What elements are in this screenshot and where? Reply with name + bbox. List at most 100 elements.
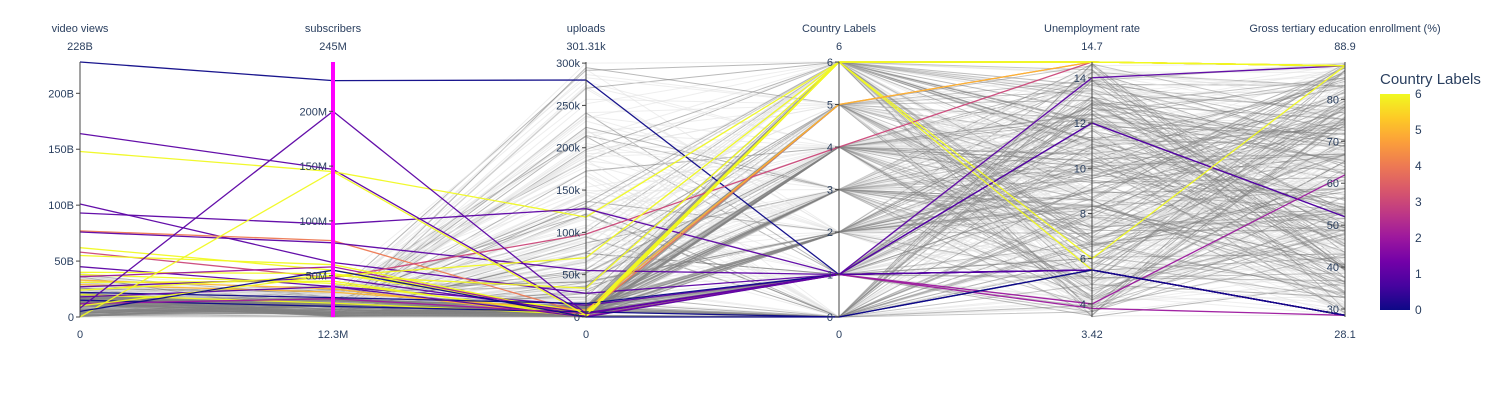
context-line — [79, 107, 1346, 318]
context-line — [79, 146, 1346, 317]
context-line — [79, 85, 1346, 318]
axis-title: Unemployment rate — [1044, 23, 1140, 35]
axis-min-label: 3.42 — [1081, 329, 1102, 341]
colorbar-gradient — [1380, 94, 1410, 310]
colorbar-tick-label: 4 — [1415, 159, 1422, 173]
context-line — [79, 88, 1346, 318]
context-line — [79, 63, 1346, 318]
axis-title: Country Labels — [802, 23, 876, 35]
axis-max-label: 6 — [836, 41, 842, 53]
colorbar-tick-label: 3 — [1415, 195, 1422, 209]
context-line — [79, 190, 1346, 315]
axis-title: subscribers — [305, 23, 362, 35]
axis-3[interactable]: Country Labels 6 00 1 2 3 4 5 6 — [802, 23, 876, 341]
context-line — [79, 99, 1346, 315]
context-line — [79, 61, 1346, 318]
context-line — [79, 103, 1346, 318]
axis-tick-label: 70 — [1327, 136, 1339, 148]
context-line — [79, 61, 1346, 318]
colorbar-tick-label: 1 — [1415, 267, 1422, 281]
axis-tick-label: 14 — [1074, 73, 1086, 85]
axis-0[interactable]: video views 228B 00 50B 100B 150B 200B — [48, 23, 109, 341]
axis-tick-label: 150M — [299, 161, 327, 173]
context-line — [79, 124, 1346, 315]
axis-max-label: 228B — [67, 41, 93, 53]
axis-tick-label: 10 — [1074, 163, 1086, 175]
axis-tick-label: 40 — [1327, 262, 1339, 274]
data-lines — [79, 61, 1346, 318]
context-line — [79, 146, 1346, 308]
colorbar-tick-label: 6 — [1415, 87, 1422, 101]
data-line-2 — [79, 61, 1346, 260]
context-line — [79, 61, 1346, 311]
context-line — [79, 188, 1346, 317]
axis-constraint-bar[interactable] — [331, 62, 335, 317]
axis-tick-label: 6 — [1080, 254, 1086, 266]
context-line — [79, 241, 1346, 318]
axis-tick-label: 0 — [827, 312, 833, 324]
context-line — [79, 64, 1346, 310]
context-line — [79, 146, 1346, 315]
axis-2[interactable]: uploads 301.31k 00 50k 100k 150k 200k 250k 300k — [556, 23, 606, 341]
axis-tick-label: 0 — [68, 312, 74, 324]
axis-tick-label: 12 — [1074, 118, 1086, 130]
context-line — [79, 61, 1346, 315]
colorbar-ticks: 0 1 2 3 4 5 6 — [1415, 87, 1422, 317]
context-line — [79, 72, 1346, 312]
axis-tick-label: 150k — [556, 185, 580, 197]
context-line — [79, 162, 1346, 307]
axis-min-label: 0 — [836, 329, 842, 341]
axis-tick-label: 60 — [1327, 178, 1339, 190]
axis-tick-label: 50M — [306, 271, 327, 283]
context-line — [79, 146, 1346, 318]
axis-title: uploads — [567, 23, 606, 35]
context-line — [79, 79, 1346, 315]
context-line — [79, 168, 1346, 316]
context-line — [79, 113, 1346, 317]
context-line — [79, 120, 1346, 315]
axis-tick-label: 300k — [556, 58, 580, 70]
context-line — [79, 121, 1346, 316]
axis-tick-label: 0 — [574, 312, 580, 324]
axis-tick-label: 2 — [827, 227, 833, 239]
axis-min-label: 12.3M — [318, 329, 349, 341]
axis-max-label: 88.9 — [1334, 41, 1355, 53]
axis-tick-label: 80 — [1327, 94, 1339, 106]
axis-tick-label: 100B — [48, 200, 74, 212]
context-line — [79, 103, 1346, 315]
context-line — [79, 65, 1346, 318]
context-line — [79, 146, 1346, 318]
context-line — [79, 103, 1346, 317]
axis-min-label: 0 — [77, 329, 83, 341]
axis-tick-label: 3 — [827, 185, 833, 197]
axis-tick-label: 50B — [54, 256, 74, 268]
context-line — [79, 123, 1346, 306]
context-line — [79, 184, 1346, 318]
context-line — [79, 104, 1346, 317]
axis-max-label: 301.31k — [566, 41, 606, 53]
colorbar-title: Country Labels — [1380, 71, 1481, 88]
colorbar-tick-label: 2 — [1415, 231, 1422, 245]
data-line-25 — [79, 61, 1346, 307]
axis-title: video views — [52, 23, 109, 35]
axis-tick-label: 100M — [299, 216, 327, 228]
context-line — [79, 112, 1346, 317]
axis-tick-label: 200B — [48, 88, 74, 100]
colorbar: Country Labels 0 1 2 3 4 5 6 — [1380, 71, 1481, 317]
context-line — [79, 211, 1346, 318]
axis-4[interactable]: Unemployment rate 14.7 3.42 4 6 8 10 12 14 — [1044, 23, 1140, 341]
context-line — [79, 117, 1346, 315]
context-line — [79, 76, 1346, 318]
axis-5[interactable]: Gross tertiary education enrollment (%) 8… — [1249, 23, 1440, 341]
axis-min-label: 28.1 — [1334, 329, 1355, 341]
data-line-27 — [79, 269, 1346, 318]
context-line — [79, 96, 1346, 315]
axis-tick-label: 30 — [1327, 304, 1339, 316]
context-line — [79, 61, 1346, 316]
axis-1[interactable]: subscribers 245M 12.3M 50M 100M 150M 200M — [299, 23, 361, 341]
data-line-21 — [79, 65, 1346, 318]
context-line — [79, 79, 1346, 316]
axis-tick-label: 250k — [556, 100, 580, 112]
